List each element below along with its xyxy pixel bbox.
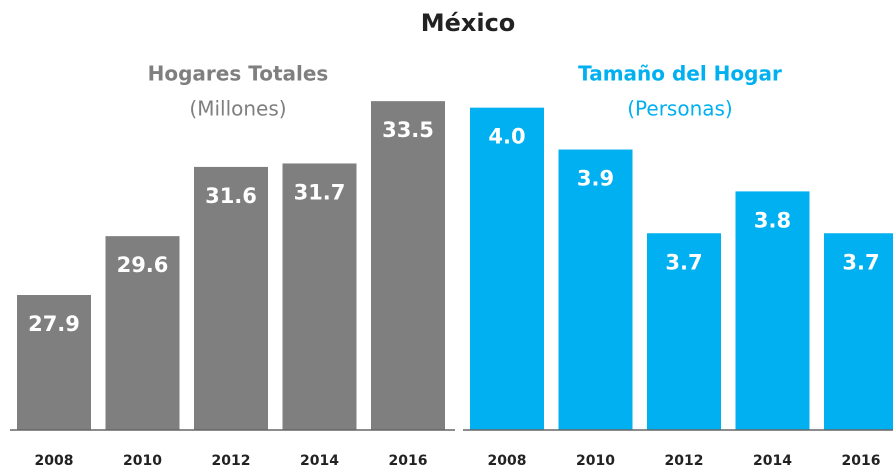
value-label: 31.6	[205, 184, 257, 208]
x-tick-label: 2014	[753, 453, 792, 468]
x-tick-label: 2010	[576, 453, 615, 468]
bar	[105, 236, 180, 430]
value-label: 3.7	[665, 250, 702, 274]
x-tick-label: 2008	[488, 453, 527, 468]
x-tick-label: 2016	[842, 453, 881, 468]
x-tick-label: 2010	[123, 453, 162, 468]
x-tick-label: 2016	[389, 453, 428, 468]
value-label: 4.0	[488, 125, 525, 149]
value-label: 31.7	[294, 180, 346, 204]
chart-subtitle: (Personas)	[627, 97, 733, 121]
chart-subtitle: (Millones)	[189, 97, 286, 121]
bar	[558, 149, 633, 430]
x-tick-label: 2012	[212, 453, 251, 468]
page-title: México	[421, 9, 516, 37]
bar	[470, 107, 544, 431]
value-label: 33.5	[382, 118, 434, 142]
chart-title: Tamaño del Hogar	[578, 62, 782, 86]
value-label: 29.6	[117, 253, 169, 277]
bar	[371, 101, 445, 431]
x-tick-label: 2014	[300, 453, 339, 468]
bar	[735, 191, 810, 430]
value-label: 3.7	[842, 250, 879, 274]
bar	[194, 166, 268, 430]
value-label: 27.9	[28, 312, 80, 336]
bar	[282, 163, 357, 430]
chart-title: Hogares Totales	[148, 62, 329, 86]
value-label: 3.8	[754, 208, 791, 232]
x-tick-label: 2008	[35, 453, 74, 468]
value-label: 3.9	[577, 167, 614, 191]
x-tick-label: 2012	[665, 453, 704, 468]
bar	[647, 233, 721, 430]
bar	[824, 233, 893, 430]
bar	[17, 295, 91, 430]
